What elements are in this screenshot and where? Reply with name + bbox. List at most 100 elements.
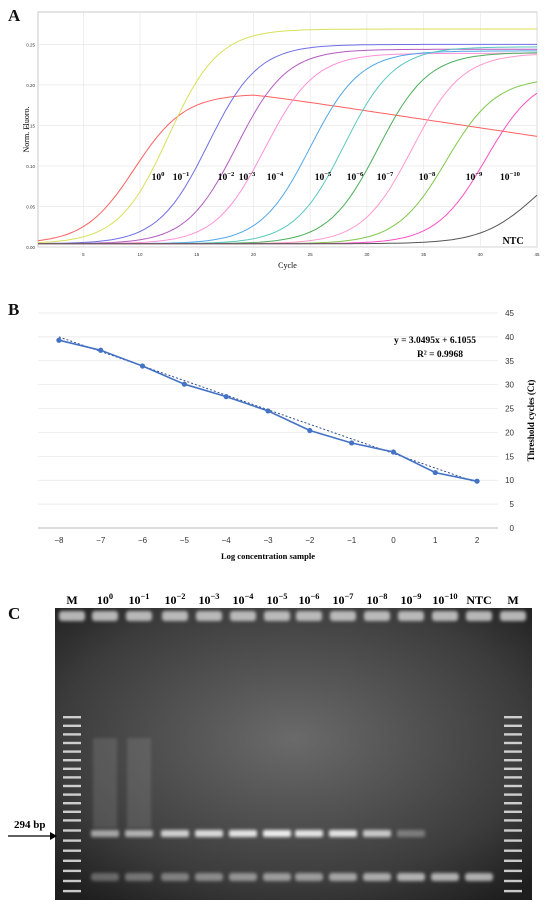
panel-c-letter: C bbox=[8, 604, 21, 623]
lane-label: 10−10 bbox=[432, 592, 457, 607]
curve-label: 10−5 bbox=[315, 171, 332, 183]
gel-well bbox=[330, 611, 356, 621]
standard-curve-chart: 0 5 10 15 20 25 30 35 40 45 −8 −7 −6 −5 −4 −3 −2 −1 0 1 2 Log… bbox=[38, 309, 536, 561]
y-tick-label: 10 bbox=[505, 476, 514, 485]
ladder-band bbox=[63, 829, 81, 832]
y-tick-label: 0 bbox=[510, 524, 515, 533]
y-tick-label: 40 bbox=[505, 333, 514, 342]
y-tick-label: 0.25 bbox=[26, 42, 35, 47]
ladder-band bbox=[504, 802, 522, 805]
y-tick-label: 35 bbox=[505, 357, 514, 366]
data-point bbox=[181, 381, 187, 387]
ladder-band bbox=[504, 879, 522, 883]
x-tick-label: 5 bbox=[82, 252, 85, 257]
ladder-band bbox=[504, 767, 522, 770]
ladder-band bbox=[504, 724, 522, 727]
ladder-band bbox=[504, 889, 522, 893]
gel-well bbox=[162, 611, 188, 621]
gel-well bbox=[364, 611, 390, 621]
x-tick-label: 2 bbox=[475, 536, 480, 545]
ladder-band bbox=[504, 716, 522, 719]
y-axis-label: Norm. Fluoro. bbox=[22, 107, 31, 153]
data-point bbox=[223, 394, 229, 400]
ladder-band bbox=[63, 869, 81, 873]
ntc-label: NTC bbox=[502, 236, 523, 247]
x-tick-label: 0 bbox=[391, 536, 396, 545]
primer-dimer-band bbox=[91, 873, 119, 881]
primer-dimer-band bbox=[431, 873, 459, 881]
amplification-curve bbox=[38, 52, 537, 245]
lane-label: 10−8 bbox=[367, 592, 388, 607]
x-tick-label: 45 bbox=[534, 252, 540, 257]
primer-dimer-band bbox=[229, 873, 257, 881]
data-point bbox=[265, 408, 271, 414]
x-tick-label: −1 bbox=[347, 536, 357, 545]
gel-well bbox=[466, 611, 492, 621]
y-tick-label: 0.20 bbox=[26, 83, 35, 88]
curve-label: 10−7 bbox=[377, 171, 394, 183]
ladder-band bbox=[504, 741, 522, 745]
primer-dimer-band bbox=[295, 873, 323, 881]
x-tick-label: 25 bbox=[308, 252, 314, 257]
ladder-band bbox=[504, 859, 522, 862]
ladder-band bbox=[63, 784, 81, 788]
dna-smear bbox=[93, 738, 117, 828]
curve-label: 100 bbox=[152, 171, 166, 183]
y-tick-label: 0.05 bbox=[26, 204, 35, 209]
ladder-band bbox=[504, 819, 522, 822]
pcr-band bbox=[397, 830, 425, 837]
curve-label: 10−3 bbox=[239, 171, 256, 183]
x-tick-label: 30 bbox=[364, 252, 370, 257]
data-point bbox=[390, 449, 397, 455]
lane-label: 10−7 bbox=[333, 592, 354, 607]
data-point bbox=[474, 478, 480, 484]
pcr-band bbox=[125, 830, 153, 837]
marker-arrow-head bbox=[50, 832, 57, 840]
lane-label: 10−2 bbox=[165, 592, 186, 607]
ladder-band bbox=[63, 724, 81, 727]
x-tick-label: 40 bbox=[478, 252, 484, 257]
ladder-band bbox=[63, 750, 81, 753]
curve-label: 10−1 bbox=[173, 171, 190, 183]
pcr-band bbox=[195, 830, 223, 837]
data-point bbox=[56, 337, 62, 343]
panel-a-letter: A bbox=[8, 6, 21, 25]
primer-dimer-band bbox=[397, 873, 425, 881]
lane-label: 10−4 bbox=[233, 592, 255, 607]
gel-well bbox=[126, 611, 152, 621]
gel-well bbox=[432, 611, 458, 621]
lane-label: 10−1 bbox=[129, 592, 150, 607]
ladder-band bbox=[63, 759, 81, 762]
ladder-band bbox=[504, 849, 522, 852]
data-point bbox=[307, 427, 313, 434]
ladder-band bbox=[504, 793, 522, 796]
curve-label: 10−2 bbox=[218, 171, 235, 183]
ladder-band bbox=[63, 819, 81, 822]
ladder-band bbox=[504, 810, 522, 813]
x-tick-label: −5 bbox=[180, 536, 190, 545]
ladder-band bbox=[63, 793, 81, 796]
x-tick-label: 20 bbox=[251, 252, 257, 257]
ladder-band bbox=[63, 839, 81, 842]
x-tick-label: 35 bbox=[421, 252, 427, 257]
lane-label: 10−5 bbox=[267, 592, 288, 607]
pcr-band bbox=[263, 830, 291, 837]
x-tick-label: 1 bbox=[433, 536, 438, 545]
gel-well bbox=[296, 611, 322, 621]
y-tick-label: 20 bbox=[505, 428, 514, 437]
x-tick-label: −4 bbox=[222, 536, 232, 545]
r-squared: R² = 0.9968 bbox=[417, 350, 463, 360]
plot-area-a bbox=[37, 11, 538, 248]
ladder-band bbox=[63, 849, 81, 852]
gel-well bbox=[230, 611, 256, 621]
ladder-band bbox=[63, 767, 81, 770]
lane-label: M bbox=[507, 593, 518, 607]
primer-dimer-band bbox=[263, 873, 291, 881]
pcr-band bbox=[91, 830, 119, 837]
lane-label: 10−3 bbox=[199, 592, 220, 607]
data-point bbox=[432, 469, 438, 476]
ladder-band bbox=[504, 829, 522, 832]
gel-well bbox=[500, 611, 526, 621]
amplification-curve bbox=[37, 94, 538, 242]
y-tick-label: 0.15 bbox=[26, 123, 35, 128]
